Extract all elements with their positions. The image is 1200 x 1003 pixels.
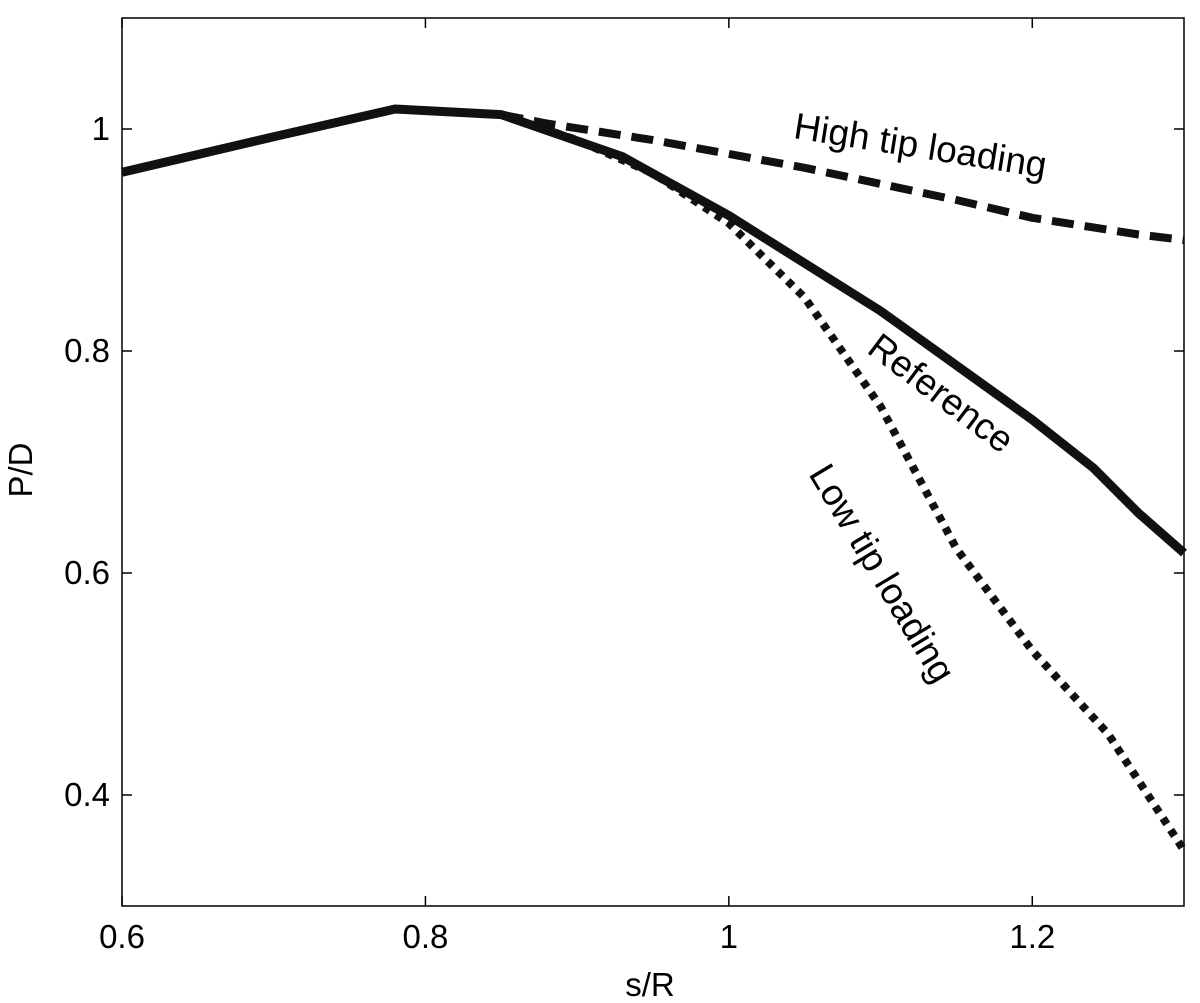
y-tick-label: 1 xyxy=(92,110,110,147)
x-tick-label: 0.6 xyxy=(99,918,145,955)
x-axis-label: s/R xyxy=(625,966,675,1003)
y-axis-label: P/D xyxy=(2,442,39,497)
series-line-dashed xyxy=(500,110,1185,244)
x-tick-label: 0.8 xyxy=(402,918,448,955)
plot-frame xyxy=(121,17,1185,907)
y-tick-label: 0.6 xyxy=(64,554,110,591)
x-tick-label: 1.2 xyxy=(1009,918,1055,955)
y-tick-label: 0.4 xyxy=(64,776,110,813)
series-line-dotted xyxy=(500,110,1188,853)
x-tick-label: 1 xyxy=(720,918,738,955)
axis-ticks: 0.6 0.8 1 1.2 0.4 0.6 0.8 1 xyxy=(64,18,1184,955)
annotation-label: Low tip loading xyxy=(801,457,963,690)
series-group xyxy=(120,104,1188,853)
y-tick-label: 0.8 xyxy=(64,332,110,369)
series-line-solid xyxy=(120,104,1187,557)
